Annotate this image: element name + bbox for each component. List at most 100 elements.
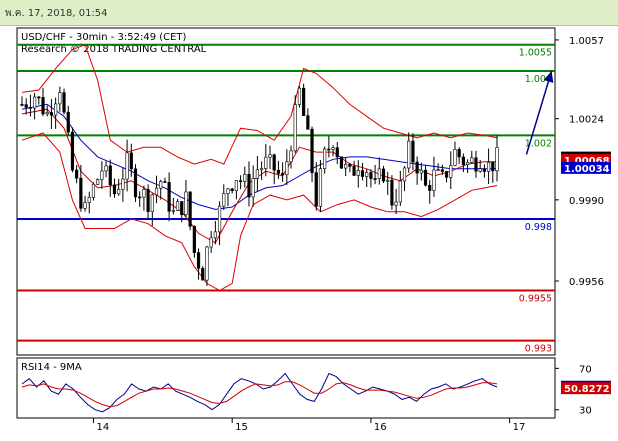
candle-body (281, 173, 285, 176)
candle (129, 143, 133, 177)
candle (138, 191, 142, 207)
candle (369, 169, 373, 188)
candle-body (339, 156, 344, 169)
candlesticks (20, 83, 499, 286)
candle-body (238, 180, 243, 182)
candle-body (268, 154, 272, 158)
rsi-panel-frame (16, 357, 556, 419)
candle (146, 184, 150, 221)
candle-body (79, 177, 83, 209)
candle (159, 179, 163, 200)
candle (226, 187, 230, 207)
candle (486, 148, 491, 185)
candle-body (213, 231, 217, 239)
candle-body (251, 178, 255, 198)
candle-body (293, 104, 297, 152)
candle-body (20, 104, 24, 106)
candle (41, 87, 45, 117)
candle (297, 85, 302, 108)
candle-body (28, 107, 33, 109)
candle (100, 161, 104, 189)
candle-body (415, 161, 419, 174)
candle-body (407, 140, 411, 169)
candle (339, 156, 344, 169)
candle (402, 166, 407, 192)
candle-body (175, 201, 180, 211)
candle-body (209, 237, 213, 248)
candle-body (461, 156, 465, 165)
candle-body (255, 169, 259, 179)
candle-body (24, 104, 28, 108)
candle (150, 193, 154, 226)
candle-body (331, 147, 335, 150)
candle (121, 168, 125, 202)
candle (314, 162, 318, 211)
candle-body (138, 196, 142, 199)
candle-body (108, 165, 112, 186)
rsi-value-tag-label: 50.8272 (564, 384, 610, 395)
level-label-3: 0.998 (525, 222, 552, 233)
candle (45, 105, 49, 117)
candle-body (465, 162, 470, 165)
candle-body (58, 92, 62, 105)
candle (327, 136, 331, 158)
candle (238, 175, 243, 190)
candle (24, 98, 28, 115)
candle (192, 225, 196, 258)
candle (163, 177, 167, 183)
candle-body (323, 148, 327, 169)
candle (213, 221, 217, 245)
candle-body (159, 181, 163, 189)
candle-body (83, 202, 87, 209)
rsi-value-tag-bg (561, 382, 611, 395)
candle-body (96, 179, 100, 185)
candle-body (491, 162, 495, 172)
candle (398, 170, 402, 206)
forecast-arrow-shaft (525, 70, 553, 155)
candle (306, 108, 310, 130)
candle-body (41, 97, 45, 115)
price-axis: 1.0057 1.0024 0.9990 0.9956 (555, 36, 604, 288)
support-resistance-levels: 1.0055 1.004 1.002 0.998 0.9955 0.993 (17, 43, 555, 355)
candle (428, 179, 432, 204)
candle (356, 160, 360, 188)
candle-body (150, 194, 154, 212)
forecast-arrow (525, 70, 554, 155)
candle-body (180, 201, 184, 215)
candle (474, 150, 478, 178)
forecast-arrow-head (543, 71, 554, 83)
candle (112, 178, 117, 198)
price-tick-label: 0.9990 (569, 196, 604, 207)
candle (444, 170, 449, 183)
candle-body (457, 149, 461, 158)
candle-body (247, 173, 251, 198)
candle (230, 187, 234, 194)
candle (436, 163, 440, 172)
candle-body (444, 171, 449, 178)
rsi-series-1 (21, 381, 498, 408)
candle (83, 195, 87, 212)
candle-body (344, 163, 348, 169)
window-titlebar: พ.ค. 17, 2018, 01:54 (0, 0, 618, 26)
candle (449, 151, 453, 189)
candle-body (33, 96, 37, 109)
candle (171, 197, 175, 215)
candle-body (125, 152, 129, 180)
candle-body (112, 184, 117, 195)
candle (440, 164, 444, 176)
candle-body (276, 169, 281, 174)
level-label-1: 1.004 (525, 74, 552, 85)
candle-body (205, 246, 209, 281)
candle-body (352, 166, 356, 176)
candle-body (184, 191, 188, 215)
candle (323, 146, 327, 174)
candle (394, 188, 398, 215)
candle-body (62, 92, 66, 113)
candle-body (474, 157, 478, 172)
candle-body (117, 189, 121, 195)
candle-body (129, 152, 133, 170)
time-tick-label: 16 (374, 422, 387, 433)
candle (411, 133, 415, 171)
candle-body (289, 150, 293, 163)
candle (415, 156, 419, 185)
